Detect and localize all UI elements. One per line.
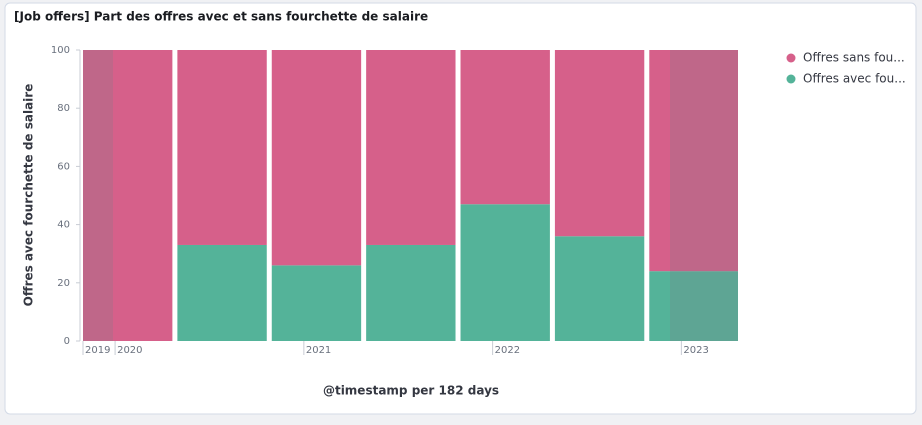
out-of-range-shade [83,50,113,341]
x-tick-label: 2021 [306,345,331,356]
x-tick-label: 2022 [495,345,520,356]
bar-segment [177,244,267,341]
bar-segment [366,244,456,341]
plot-area [83,50,738,341]
y-tick-label: 20 [57,278,70,289]
bar-segment [83,50,173,341]
bar-segment [177,50,267,245]
bar-segment [649,50,738,272]
x-axis-label: @timestamp per 182 days [323,384,499,398]
legend-swatch [786,74,796,84]
bar-segment [554,236,645,341]
y-tick-label: 40 [57,220,70,231]
bar-segment [649,271,738,341]
x-tick-label: 2019 [85,345,110,356]
y-tick-label: 80 [57,103,70,114]
x-tick-label: 2020 [117,345,142,356]
y-tick-label: 100 [51,45,70,56]
bar-segment [460,50,550,205]
bar-segment [271,50,362,266]
y-tick-label: 0 [64,336,70,347]
bar-segment [460,204,550,341]
legend-label: Offres sans fou... [803,51,905,65]
bar-segment [366,50,456,245]
bar-segment [271,265,362,341]
bar-segment [554,50,645,237]
legend-label: Offres avec fou... [803,72,906,86]
y-tick-label: 60 [57,161,70,172]
x-tick-label: 2023 [683,345,708,356]
y-axis-label: Offres avec fourchette de salaire [22,84,36,307]
legend-swatch [786,53,796,63]
chart-title: [Job offers] Part des offres avec et san… [14,10,428,24]
out-of-range-shade [670,50,738,341]
